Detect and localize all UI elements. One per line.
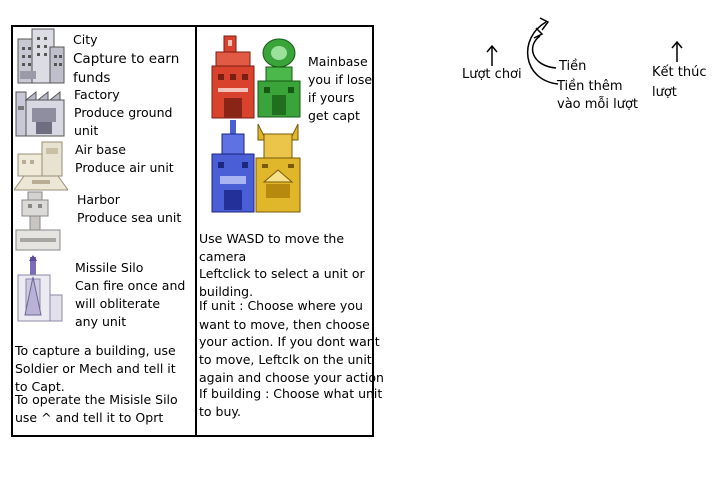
arrow-up-icon xyxy=(486,44,498,66)
end-turn-label-2: lượt xyxy=(652,85,677,100)
controls-line-10: If building : Choose what unit xyxy=(199,386,383,401)
factory-icon xyxy=(14,86,66,138)
controls-line-8: to move, Leftclk on the unit xyxy=(199,352,372,367)
money-label: Tiền xyxy=(559,59,587,74)
city-desc-1: Capture to earn xyxy=(73,51,180,67)
silo-help-2: use ^ and tell it to Oprt xyxy=(15,410,164,425)
harbor-title: Harbor xyxy=(77,192,120,207)
controls-line-11: to buy. xyxy=(199,404,241,419)
curved-arrows-icon xyxy=(526,17,559,85)
money-per-turn-label-2: vào mỗi lượt xyxy=(557,97,639,112)
arrow-up-icon xyxy=(671,40,683,62)
controls-line-1: Use WASD to move the xyxy=(199,231,345,246)
missile-silo-icon xyxy=(14,255,64,327)
silo-title: Missile Silo xyxy=(75,260,144,275)
airbase-desc-1: Produce air unit xyxy=(75,160,174,175)
controls-line-6: want to move, then choose xyxy=(199,317,370,332)
factory-desc-1: Produce ground xyxy=(74,105,173,120)
silo-desc-2: will obliterate xyxy=(75,296,161,311)
silo-desc-1: Can fire once and xyxy=(75,278,186,293)
controls-line-7: your action. If you dont want xyxy=(199,334,380,349)
capture-help-1: To capture a building, use xyxy=(15,343,176,358)
capture-help-2: Soldier or Mech and tell it xyxy=(15,361,176,376)
city-title: City xyxy=(73,32,98,47)
factory-desc-2: unit xyxy=(74,123,99,138)
capture-help-3: to Capt. xyxy=(15,379,65,394)
harbor-icon xyxy=(14,190,62,252)
blue-mainbase-icon xyxy=(210,120,256,214)
airbase-title: Air base xyxy=(75,142,126,157)
turn-label: Lượt chơi xyxy=(462,67,522,82)
red-mainbase-icon xyxy=(210,34,256,120)
mainbase-desc-3: get capt xyxy=(308,108,360,123)
airbase-icon xyxy=(14,140,68,192)
controls-line-3: Leftclick to select a unit or xyxy=(199,266,365,281)
silo-help-1: To operate the Misisle Silo xyxy=(15,392,178,407)
yellow-mainbase-icon xyxy=(254,122,302,214)
city-icon xyxy=(16,27,66,85)
mainbase-title: Mainbase xyxy=(308,54,368,69)
controls-line-5: If unit : Choose where you xyxy=(199,298,363,313)
end-turn-label-1: Kết thúc xyxy=(652,65,707,80)
controls-line-9: again and choose your action xyxy=(199,370,384,385)
city-desc-2: funds xyxy=(73,70,111,86)
factory-title: Factory xyxy=(74,87,120,102)
controls-line-4: building. xyxy=(199,284,254,299)
mainbase-desc-2: if yours xyxy=(308,90,355,105)
silo-desc-3: any unit xyxy=(75,314,127,329)
controls-line-2: camera xyxy=(199,249,247,264)
money-per-turn-label-1: Tiền thêm xyxy=(557,79,623,94)
mainbase-desc-1: you if lose xyxy=(308,72,373,87)
green-mainbase-icon xyxy=(256,37,302,119)
controls-panel xyxy=(195,25,374,437)
harbor-desc-1: Produce sea unit xyxy=(77,210,182,225)
